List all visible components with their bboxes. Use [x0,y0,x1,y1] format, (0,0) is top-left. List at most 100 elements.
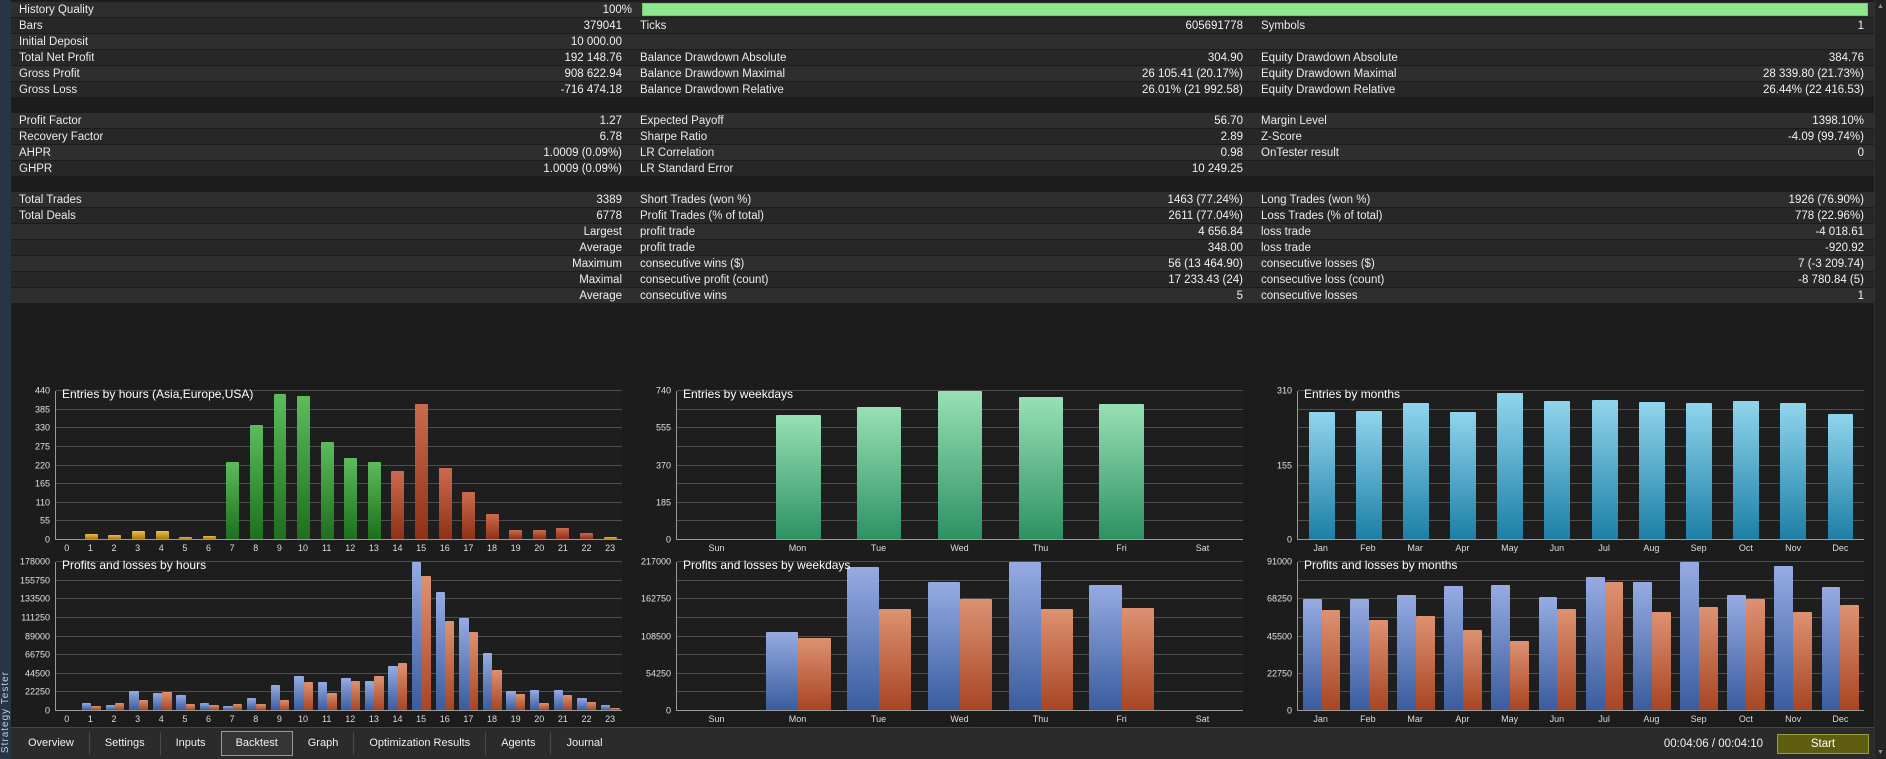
profit-bar [506,691,516,710]
x-tick-label: Jan [1313,543,1328,553]
bar-slot [174,562,198,710]
profit-bar [152,692,163,710]
stat-cell: Total Deals 6778 [11,208,632,223]
stat-cell: consecutive profit (count) 17 233.43 (24) [632,272,1253,287]
y-tick-label: 110 [35,497,50,508]
profit-bar [1302,599,1322,710]
stat-cell: Equity Drawdown Relative 26.44% (22 416.5… [1253,82,1874,97]
stats-row: Total Trades 3389 Short Trades (won %) 1463… [11,192,1874,207]
bar-slot [575,562,599,710]
profit-bar [364,680,375,710]
x-tick-label: Fri [1116,714,1127,724]
axis-baseline [1298,710,1864,711]
loss-bar [610,708,620,710]
profit-bar [1632,581,1652,710]
loss-bar [445,621,455,710]
bar-slot [315,391,339,539]
stat-label: Equity Drawdown Relative [1261,83,1396,96]
tab-backtest[interactable]: Backtest [220,730,293,757]
y-tick-label: 66750 [24,649,50,660]
bar [532,529,546,539]
scroll-down-icon[interactable]: ▼ [1877,749,1884,756]
stat-value: 1926 (76.90%) [1788,193,1864,206]
tab-journal[interactable]: Journal [550,731,617,756]
y-tick-label: 0 [1286,534,1292,545]
stat-label: consecutive loss (count) [1261,273,1385,286]
bar [155,530,169,539]
bar-slot [1628,391,1675,539]
x-tick-label: 20 [534,714,545,724]
y-tick-label: 44500 [24,668,50,679]
tab-agents[interactable]: Agents [485,731,550,756]
y-tick-label: 0 [665,534,671,545]
x-axis: Sun Mon Tue Wed Thu Fri Sat [676,711,1243,727]
x-tick-label: 12 [345,714,356,724]
bar [1780,402,1807,539]
stat-label: Equity Drawdown Maximal [1261,67,1397,80]
profit-bar [1680,562,1699,710]
bar-slot [839,391,920,539]
x-tick-label: 13 [368,714,379,724]
stat-value: 100% [602,3,632,16]
bar-slot [1534,562,1581,710]
tab-optimization-results[interactable]: Optimization Results [353,731,485,756]
profit-bar [1008,562,1041,710]
strategy-tester-dock-strip[interactable]: Strategy Tester [0,0,11,759]
x-tick-label: Wed [950,714,969,724]
loss-bar [586,701,596,710]
start-button[interactable]: Start [1777,733,1869,754]
vertical-scrollbar[interactable]: ▲ ▼ [1874,0,1886,759]
stat-label: Loss Trades (% of total) [1261,209,1383,222]
x-tick-label: Sun [708,543,725,553]
chart-profits-and-losses-by-months: 0 22750 45500 68250 91000 Profits and losses … [1253,556,1874,727]
y-tick-label: 555 [655,422,671,433]
tab-inputs[interactable]: Inputs [159,731,221,756]
loss-bar [960,598,993,710]
bar-slot [1298,562,1345,710]
plot-area: Profits and losses by hours [55,558,622,711]
x-tick-label: Oct [1738,714,1753,724]
stat-label: profit trade [640,225,695,238]
x-tick-label: Feb [1360,714,1376,724]
scroll-up-icon[interactable]: ▲ [1877,3,1884,10]
bar [108,534,122,539]
x-tick-label: 19 [510,543,521,553]
stat-cell: Average [11,240,632,255]
x-tick-label: 11 [322,714,332,724]
loss-bar [232,703,243,710]
profit-bar [199,702,210,710]
y-axis: 0 185 370 555 740 [634,386,676,544]
bar-slot [268,562,292,710]
bar-slot [1345,391,1392,539]
stats-row: Recovery Factor 6.78 Sharpe Ratio 2.89 Z-Sco… [11,129,1874,144]
stats-row: Largest profit trade 4 656.84 loss trade -4 … [11,224,1874,239]
stat-label: AHPR [19,146,51,159]
bar-slot [103,391,127,539]
profit-bar [341,678,351,710]
stats-row: Total Deals 6778 Profit Trades (% of total… [11,208,1874,223]
x-tick-label: Jan [1313,714,1328,724]
x-tick-label: 9 [276,543,282,553]
loss-bar [798,638,831,710]
stat-cell [1253,161,1874,176]
bar [273,393,287,539]
loss-bar [562,695,573,710]
bar-slot [56,562,80,710]
stat-value: 1.0009 (0.09%) [543,162,622,175]
bar-slot [551,391,575,539]
y-tick-label: 217000 [640,556,671,567]
profit-bar [317,681,328,710]
x-axis: 0 1 2 3 4 5 6 7 8 9 10 11 12 13 14 15 16 17 18 19 20 21 22 23 [55,540,622,556]
profit-bar [459,617,469,710]
tab-settings[interactable]: Settings [88,731,160,756]
bar-slot [1723,391,1770,539]
tab-graph[interactable]: Graph [307,736,339,749]
stats-row: Maximal consecutive profit (count) 17 233.… [11,272,1874,287]
tab-overview[interactable]: Overview [28,736,74,749]
stat-label: consecutive losses ($) [1261,257,1375,270]
loss-bar [421,576,431,710]
stat-value: 4 656.84 [1198,225,1243,238]
bar [1355,410,1382,539]
bar-slot [1440,391,1487,539]
stat-cell: LR Standard Error 10 249.25 [632,161,1253,176]
